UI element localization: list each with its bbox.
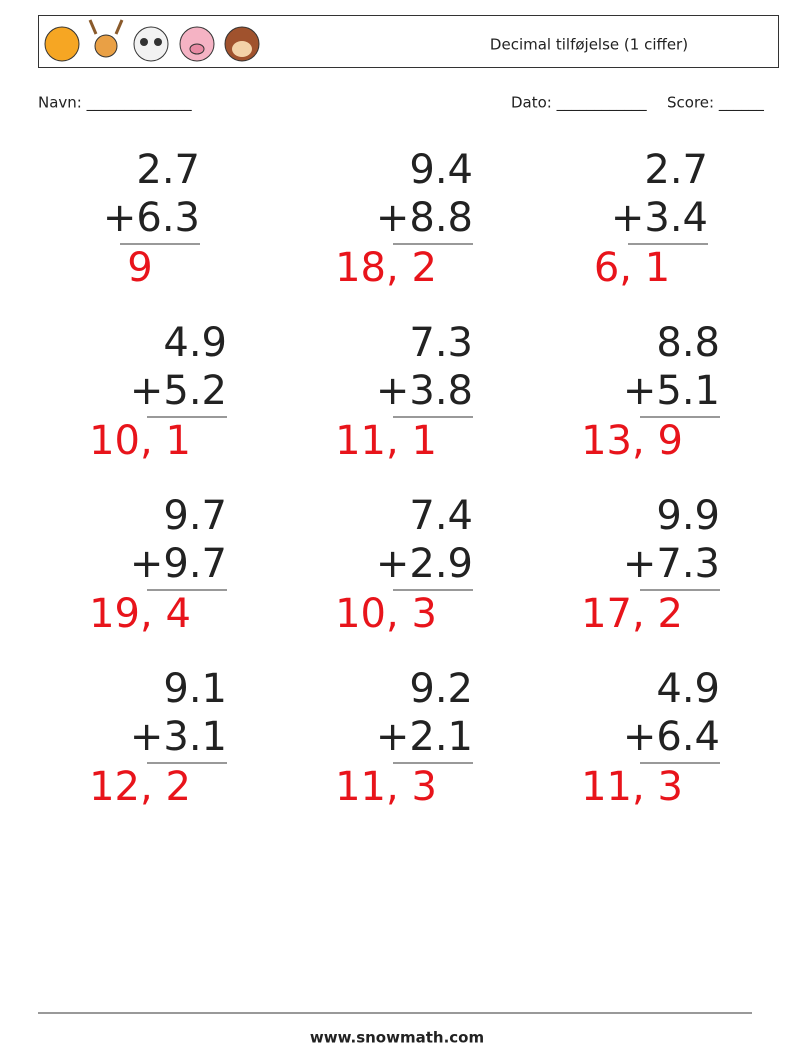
addend-bottom: +5.2 (130, 368, 227, 414)
header-box (38, 15, 779, 68)
addend-top: 4.9 (163, 320, 227, 366)
addend-bottom: +9.7 (130, 541, 227, 587)
answer: 9 (127, 245, 152, 291)
title: Decimal tilføjelse (1 ciffer) (490, 36, 688, 54)
answer: 13, 9 (581, 418, 683, 464)
answer: 10, 3 (335, 591, 437, 637)
answer: 19, 4 (89, 591, 191, 637)
addend-bottom: +3.4 (611, 195, 708, 241)
answer: 11, 1 (335, 418, 437, 464)
addend-top: 2.7 (644, 147, 708, 193)
answer: 17, 2 (581, 591, 683, 637)
addend-bottom: +8.8 (376, 195, 473, 241)
answer: 6, 1 (594, 245, 670, 291)
addend-top: 7.3 (409, 320, 473, 366)
addend-bottom: +2.1 (376, 714, 473, 760)
addend-top: 9.2 (409, 666, 473, 712)
addend-top: 9.4 (409, 147, 473, 193)
addend-bottom: +5.1 (623, 368, 720, 414)
addend-top: 9.1 (163, 666, 227, 712)
addend-bottom: +7.3 (623, 541, 720, 587)
answer: 11, 3 (335, 764, 437, 810)
footer-site: www.snowmath.com (310, 1029, 484, 1047)
answer: 10, 1 (89, 418, 191, 464)
addend-top: 2.7 (136, 147, 200, 193)
answer: 18, 2 (335, 245, 437, 291)
addend-bottom: +6.4 (623, 714, 720, 760)
date-field: Dato: ____________ (511, 94, 647, 113)
addend-top: 4.9 (656, 666, 720, 712)
problems: 2.7+6.399.4+8.818, 22.7+3.46, 14.9+5.210… (89, 147, 720, 810)
score-field: Score: ______ (667, 94, 764, 113)
addend-bottom: +3.8 (376, 368, 473, 414)
animal-icons (44, 19, 260, 62)
addend-top: 9.7 (163, 493, 227, 539)
addend-bottom: +2.9 (376, 541, 473, 587)
addend-top: 9.9 (656, 493, 720, 539)
addend-top: 7.4 (409, 493, 473, 539)
addend-bottom: +6.3 (103, 195, 200, 241)
answer: 12, 2 (89, 764, 191, 810)
addend-top: 8.8 (656, 320, 720, 366)
addend-bottom: +3.1 (130, 714, 227, 760)
name-field: Navn: ______________ (38, 94, 192, 113)
answer: 11, 3 (581, 764, 683, 810)
